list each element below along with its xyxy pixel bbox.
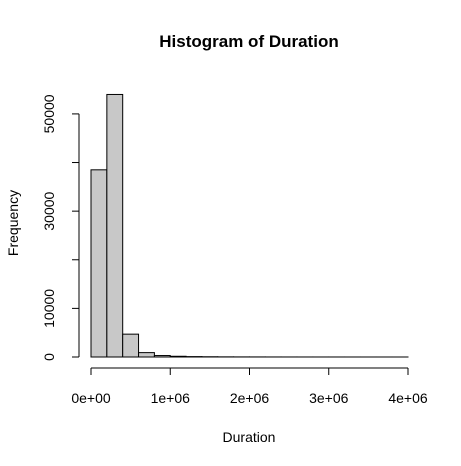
- x-tick-label: 0e+00: [71, 390, 111, 406]
- x-tick-label: 4e+06: [388, 390, 428, 406]
- histogram-bar: [153, 355, 171, 358]
- x-tick-label: 3e+06: [309, 390, 349, 406]
- histogram-bar: [169, 355, 187, 358]
- x-tick-label: 1e+06: [151, 390, 191, 406]
- y-tick-label: 0: [41, 353, 57, 361]
- histogram-bar: [106, 93, 124, 358]
- y-tick-label: 50000: [41, 94, 57, 133]
- x-tick-label: 2e+06: [230, 390, 270, 406]
- y-tick-label: 10000: [41, 289, 57, 328]
- y-axis: 0 10000 30000 50000: [41, 94, 80, 361]
- chart-title: Histogram of Duration: [159, 32, 338, 51]
- bars-group: [90, 93, 409, 358]
- histogram-bar: [122, 333, 140, 358]
- x-axis: 0e+00 1e+06 2e+06 3e+06 4e+06: [71, 367, 428, 406]
- y-axis-label: Frequency: [5, 190, 21, 256]
- y-tick-label: 30000: [41, 191, 57, 230]
- x-axis-label: Duration: [223, 429, 276, 445]
- histogram-bar: [138, 352, 155, 358]
- histogram-bar: [90, 169, 108, 358]
